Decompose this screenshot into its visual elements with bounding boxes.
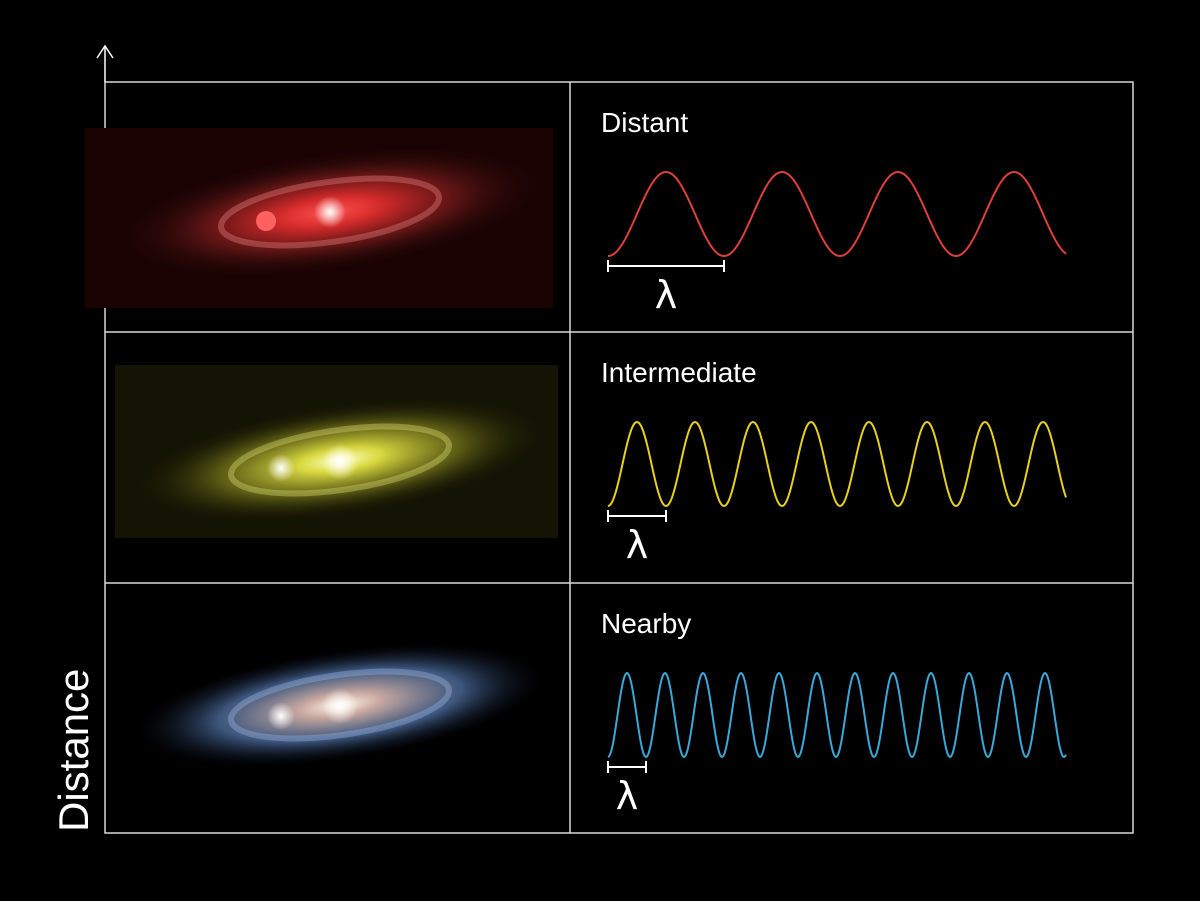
wave xyxy=(607,170,1067,258)
wavelength-symbol: λ xyxy=(616,774,639,818)
wave xyxy=(607,420,1067,508)
galaxy-blue xyxy=(136,643,544,767)
wavelength-symbol: λ xyxy=(655,273,678,317)
wavelength-bracket xyxy=(607,761,647,773)
galaxy-yellow xyxy=(115,365,558,538)
frame xyxy=(104,81,1134,834)
row-label: Intermediate xyxy=(601,357,757,388)
row-label: Distant xyxy=(601,107,688,138)
wave xyxy=(607,671,1067,759)
galaxy-red xyxy=(85,128,553,308)
axis-arrow xyxy=(96,44,114,82)
axis-label: Distance xyxy=(50,669,97,832)
wavelength-bracket xyxy=(607,510,667,522)
wavelength-symbol: λ xyxy=(626,523,649,567)
row-label: Nearby xyxy=(601,608,691,639)
wavelength-bracket xyxy=(607,260,725,272)
